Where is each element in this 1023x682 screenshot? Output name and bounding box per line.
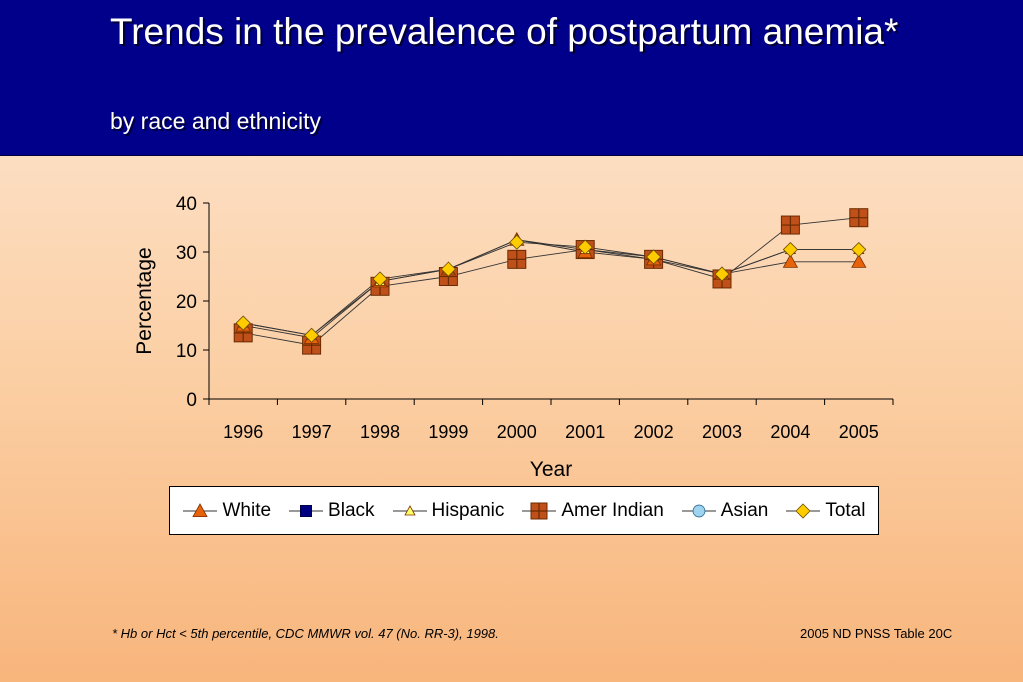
y-axis-label: Percentage (133, 247, 156, 354)
legend-label: Asian (720, 499, 769, 521)
legend-marker (192, 502, 209, 517)
x-tick-label: 2001 (565, 422, 605, 442)
data-point-total (440, 261, 456, 277)
x-tick-label: 1998 (360, 422, 400, 442)
data-point-total (782, 241, 798, 258)
slide-subtitle: by race and ethnicity (110, 108, 321, 134)
x-tick-label: 1997 (292, 422, 332, 442)
legend-label: Amer Indian (561, 499, 664, 521)
footnote: * Hb or Hct < 5th percentile, CDC MMWR v… (112, 626, 499, 641)
legend-item: Amer Indian (521, 499, 664, 522)
x-tick-label: 1996 (223, 422, 263, 442)
legend-marker (403, 504, 416, 515)
legend-label: Total (825, 499, 866, 521)
data-point-total (304, 327, 320, 343)
legend-label: Hispanic (431, 499, 505, 521)
legend-swatch (522, 502, 557, 519)
legend-item: Black (288, 499, 375, 522)
data-point-amer-indian (507, 249, 527, 269)
legend-item: Hispanic (392, 499, 505, 522)
x-axis-label: Year (530, 458, 572, 481)
slide-header: Trends in the prevalence of postpartum a… (0, 0, 1023, 156)
chart-legend: White Black Hispanic Amer Indian Asian Total (169, 486, 879, 535)
data-point-amer-indian (849, 208, 869, 228)
data-point-total (372, 271, 388, 287)
legend-item: Total (785, 500, 865, 522)
x-tick-label: 2005 (839, 422, 879, 442)
data-point-total (577, 239, 593, 255)
data-point-total (851, 241, 867, 258)
data-point-total (509, 234, 525, 250)
legend-swatch (289, 504, 324, 517)
x-tick-label: 2003 (702, 422, 742, 442)
y-tick-label: 10 (176, 341, 197, 362)
data-point-white (782, 253, 799, 268)
y-tick-label: 40 (176, 194, 197, 215)
chart-series-lines (243, 217, 859, 346)
slide-title: Trends in the prevalence of postpartum a… (110, 11, 899, 52)
legend-marker (692, 504, 706, 517)
series-line-amer-indian (243, 217, 859, 346)
source-note: 2005 ND PNSS Table 20C (800, 626, 953, 641)
data-point-amer-indian (780, 215, 800, 235)
legend-marker (300, 504, 313, 517)
legend-swatch (681, 504, 716, 517)
series-line-white (243, 239, 859, 339)
legend-item: White (182, 500, 271, 522)
x-tick-label: 2000 (497, 422, 537, 442)
x-tick-label: 1999 (428, 422, 468, 442)
chart-series-markers (233, 208, 869, 355)
legend-marker (795, 502, 811, 519)
legend-label: White (222, 499, 272, 521)
legend-swatch (786, 502, 821, 519)
legend-label: Black (328, 499, 375, 521)
legend-swatch (392, 504, 427, 515)
x-tick-label: 2004 (770, 422, 810, 442)
y-tick-label: 20 (176, 292, 197, 313)
chart-axes: 0 10 20 30 40 1996 1997 1998 1999 2000 2001 2002 200… (176, 194, 894, 442)
legend-item: Asian (681, 499, 769, 522)
y-tick-label: 0 (186, 390, 197, 411)
x-tick-label: 2002 (634, 422, 674, 442)
legend-swatch (183, 502, 218, 517)
data-point-total (235, 315, 251, 331)
series-line-total (243, 241, 859, 336)
data-point-total (646, 249, 662, 265)
data-point-white (851, 253, 867, 268)
data-point-total (714, 266, 730, 282)
y-tick-label: 30 (176, 243, 197, 264)
legend-marker (530, 502, 548, 519)
